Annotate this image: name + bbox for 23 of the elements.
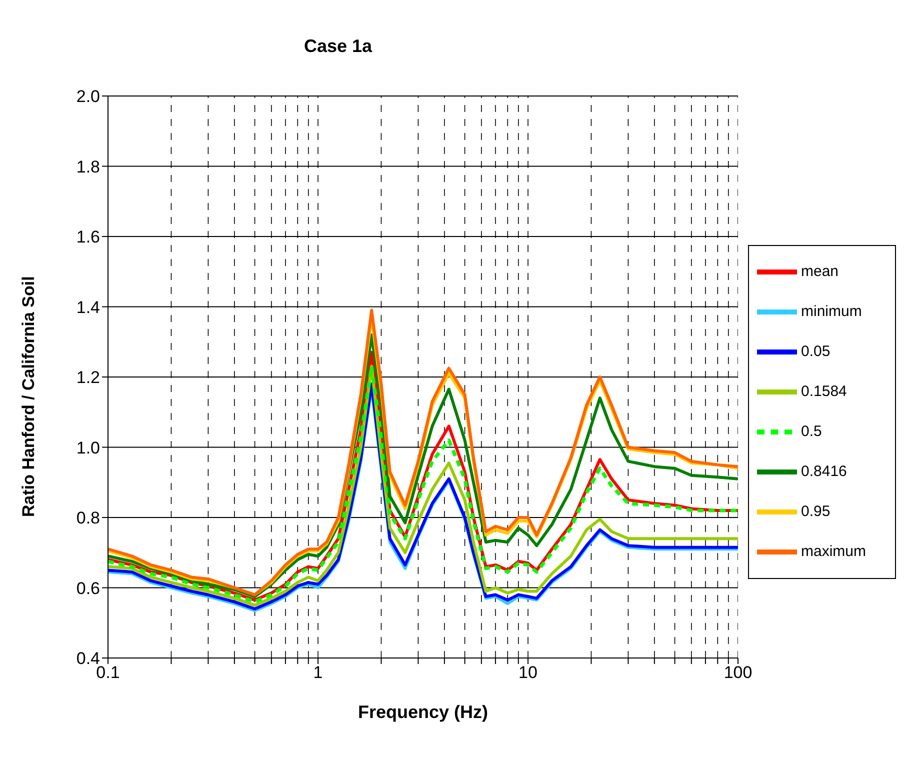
legend-label: 0.95 (801, 502, 830, 520)
y-tick-label: 1.2 (76, 368, 100, 388)
legend-label: maximum (801, 542, 866, 560)
legend-label: 0.05 (801, 342, 830, 360)
chart-title: Case 1a (302, 35, 374, 58)
x-tick-label: 1 (313, 663, 323, 682)
y-tick-label: 0.8 (76, 508, 100, 528)
legend-label: 0.5 (801, 422, 822, 440)
y-tick-label: 1.0 (76, 438, 100, 458)
y-tick-label: 0.6 (76, 578, 100, 598)
y-axis-title: Ratio Hanford / California Soil (19, 276, 38, 517)
y-tick-label: 1.6 (76, 228, 100, 247)
y-tick-label: 1.4 (76, 298, 100, 317)
x-tick-label: 100 (724, 663, 752, 682)
y-tick-label: 2.0 (76, 87, 100, 106)
x-axis-title: Frequency (Hz) (358, 702, 488, 722)
legend-label: 0.8416 (801, 462, 847, 480)
legend-label: minimum (801, 302, 862, 320)
legend-label: 0.1584 (801, 382, 847, 400)
x-tick-label: 0.1 (96, 663, 120, 682)
legend-label: mean (801, 262, 839, 280)
y-tick-label: 1.8 (76, 157, 100, 176)
x-tick-label: 10 (518, 663, 538, 682)
